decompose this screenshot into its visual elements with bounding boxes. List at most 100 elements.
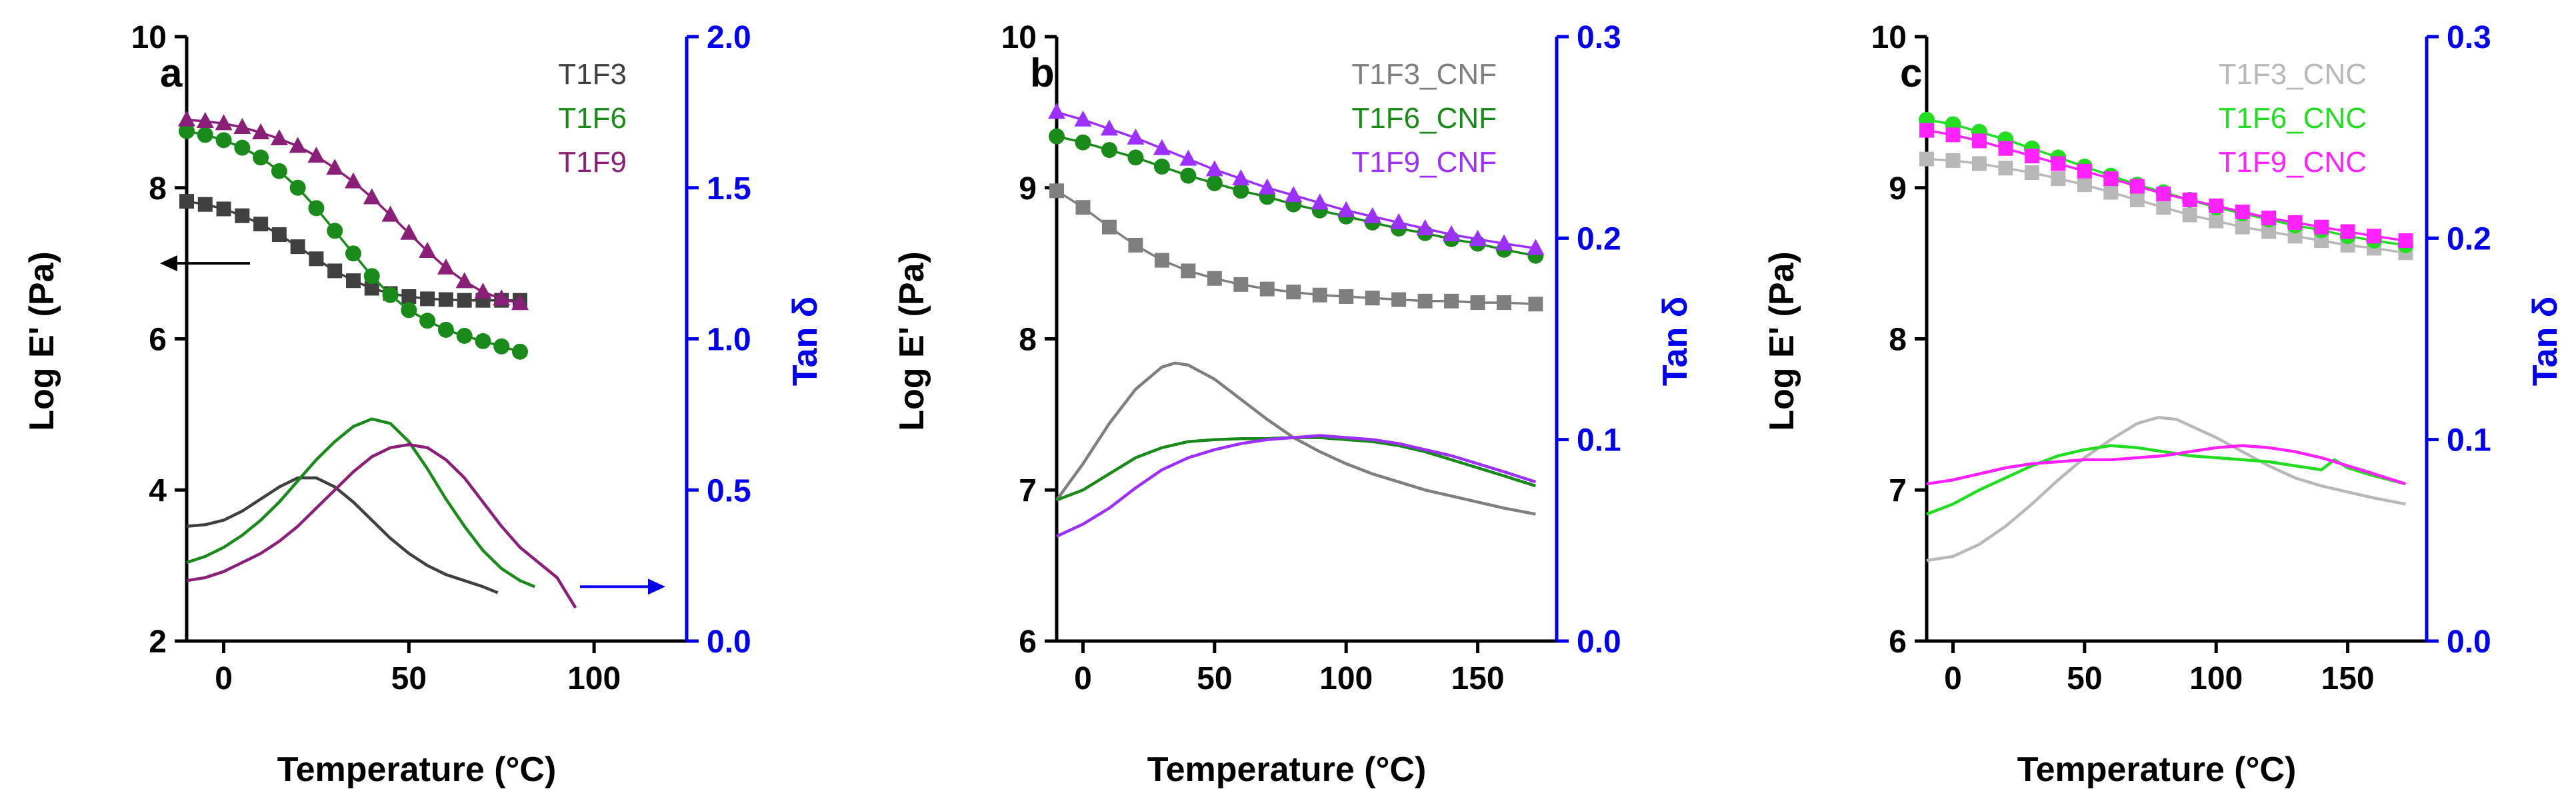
panel-a: a Temperature (°C) Log E' (Pa) Tan δ 0 50… (23, 20, 825, 789)
panel-a-t1f3-tan-line (186, 476, 499, 594)
panel-b-t1f9-cnf-tan-line (1056, 434, 1537, 538)
panel-a-t1f6-point (475, 333, 491, 349)
panel-b-ytick-label: 7 (1019, 473, 1037, 508)
panel-c-t1f9-cnc-point (2340, 224, 2355, 239)
panel-b-y2tick-label: 0.1 (1577, 423, 1621, 458)
panel-a-t1f9-point (178, 110, 195, 127)
panel-c-t1f3-cnc-point (2051, 171, 2066, 187)
panel-b-t1f3-cnf-point (1417, 293, 1433, 309)
panel-c-t1f9-cnc-point (1945, 127, 1961, 143)
panel-b-t1f3-cnf-point (1049, 183, 1064, 199)
panel-b-t1f3-cnf-point (1339, 289, 1354, 305)
panel-b-t1f3-cnf-point (1391, 292, 1407, 307)
panel-a-y2tick-label: 1.5 (707, 171, 751, 207)
panel-c-t1f9-cnc-point (2235, 205, 2250, 220)
panel-c-t1f3-cnc-point (2156, 200, 2171, 215)
panel-c-t1f3-cnc-point (2235, 219, 2250, 235)
panel-a-t1f9-point (400, 223, 418, 240)
panel-b-t1f3-cnf-point (1497, 295, 1512, 311)
panel-a-t1f3-point (364, 281, 379, 296)
panel-b-legend-t1f9-cnf: T1F9_CNF (1351, 146, 1497, 179)
panel-a-t1f9-point (215, 114, 233, 131)
panel-a-t1f3-point (420, 291, 435, 307)
panel-c-t1f9-cnc-point (2024, 149, 2039, 164)
panel-a-t1f6-point (512, 343, 528, 360)
panel-c-t1f3-cnc-point (2182, 207, 2197, 223)
panel-a-ytick-label: 8 (149, 171, 167, 207)
panel-c-y2tick-label: 0.3 (2447, 20, 2491, 55)
panel-b-t1f9-cnf-point (1205, 160, 1223, 177)
panel-c-t1f3-cnc-point (1971, 156, 1987, 171)
panel-b-letter: b (1030, 51, 1055, 95)
panel-c-xtick-label: 50 (2067, 661, 2102, 696)
panel-b-t1f9-cnf-point (1048, 103, 1065, 119)
panel-a-t1f3-point (235, 208, 250, 223)
panel-c-letter: c (1900, 51, 1922, 95)
panel-a-letter: a (160, 51, 183, 95)
panel-b-t1f6-cnf-point (1049, 128, 1065, 145)
panel-b-ytick-label: 6 (1019, 624, 1037, 660)
panel-b-t1f6-cnf-point (1127, 149, 1144, 166)
panel-c-t1f3-cnc-point (2209, 213, 2224, 229)
panel-a-legend-t1f3: T1F3 (558, 58, 627, 91)
panel-b-t1f9-cnf-point (1258, 178, 1276, 195)
panel-c-t1f9-cnc-point (2051, 156, 2066, 171)
panel-b-t1f9-cnf-point (1127, 128, 1145, 145)
panel-b-ytick-label: 8 (1019, 323, 1037, 358)
panel-b-t1f3-cnf-point (1528, 297, 1543, 312)
panel-a-t1f9-tan-line (186, 442, 577, 609)
panel-a-t1f9-point (270, 129, 288, 146)
panel-a-t1f9-point (493, 289, 511, 306)
panel-c-ytick-label: 9 (1889, 171, 1907, 207)
panel-a-t1f6-point (215, 132, 232, 149)
panel-a-t1f9-point (252, 123, 270, 139)
panel-a-t1f3-point (253, 217, 269, 232)
panel-a-y2tick-label: 2.0 (707, 20, 751, 55)
panel-a-ytick-label: 6 (149, 323, 167, 358)
panel-b-t1f3-cnf-point (1233, 277, 1249, 292)
panel-a-xtick-label: 100 (567, 661, 621, 696)
panel-c-t1f9-cnc-point (2314, 219, 2329, 235)
panel-a-t1f3-point (197, 197, 213, 212)
left-arrow-head (160, 255, 177, 272)
panel-b-t1f6-cnf-point (1206, 175, 1223, 191)
panel-b-t1f9-cnf-point (1495, 234, 1513, 251)
panel-a-t1f6-point (345, 245, 361, 262)
panel-b-t1f6-cnf-tan-line (1056, 436, 1537, 502)
panel-c-ytick-label: 8 (1889, 323, 1907, 358)
panel-b-t1f9-cnf-point (1179, 149, 1197, 166)
panel-a-t1f6-point (253, 149, 269, 166)
panel-c-t1f9-cnc-point (1998, 141, 2013, 156)
panel-c-y2tick-label: 0.1 (2447, 423, 2491, 458)
panel-a-t1f3-point (271, 227, 287, 243)
panel-a-t1f6-point (456, 327, 473, 344)
panel-b-t1f9-cnf-point (1074, 110, 1092, 127)
panel-b-xlabel: Temperature (°C) (1147, 750, 1427, 789)
panel-a-t1f6-point (234, 139, 251, 156)
panel-b-ytick-label: 9 (1019, 171, 1037, 207)
panel-c-xlabel: Temperature (°C) (2017, 750, 2297, 789)
panel-c-xtick-label: 100 (2189, 661, 2243, 696)
panel-b-ytick-label: 10 (1001, 20, 1037, 55)
panel-c-xtick-label: 0 (1944, 661, 1962, 696)
panel-c-ytick-label: 7 (1889, 473, 1907, 508)
panel-c-t1f3-cnc-tan-line (1926, 416, 2406, 562)
panel-b-t1f9-cnf-point (1337, 201, 1355, 217)
panel-b-t1f9-cnf-point (1416, 219, 1434, 235)
panel-c-t1f9-cnc-tan-line (1926, 444, 2407, 486)
panel-b-t1f6-cnf-point (1233, 183, 1249, 199)
panel-b-legend-t1f3-cnf: T1F3_CNF (1351, 58, 1497, 91)
panel-a-t1f3-point (401, 289, 417, 305)
panel-a-t1f3-point (216, 201, 231, 217)
panel-b-t1f3-cnf-point (1286, 285, 1301, 300)
panel-a-legend-t1f9: T1F9 (558, 146, 627, 179)
panel-b-t1f3-cnf-point (1365, 291, 1380, 306)
panel-a-t1f9-point (474, 283, 492, 299)
panel-a-t1f3-point (346, 273, 361, 289)
panel-c-t1f3-cnc-point (2103, 185, 2119, 200)
panel-b-t1f3-cnf-point (1259, 281, 1275, 297)
panel-a-t1f6-point (308, 200, 325, 217)
panel-b-t1f3-cnf-point (1181, 263, 1196, 279)
panel-c: c Temperature (°C) Log E' (Pa) Tan δ 0 50… (1763, 20, 2565, 789)
